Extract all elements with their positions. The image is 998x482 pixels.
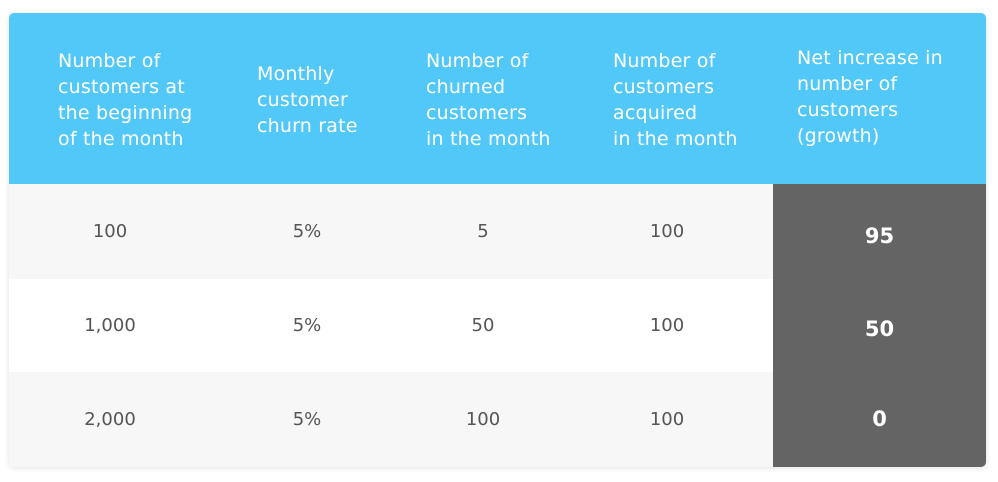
- cell-net-increase: 0: [872, 406, 887, 431]
- cell-start-customers: 2,000: [84, 409, 136, 430]
- header-net-increase: Net increase in number of customers (gro…: [797, 47, 943, 147]
- churn-table: Number of customers at the beginning of …: [9, 13, 986, 467]
- net-increase-column: 95 50 0: [773, 184, 986, 467]
- cell-churned: 5: [477, 221, 489, 242]
- table-header: Number of customers at the beginning of …: [9, 13, 986, 184]
- cell-churned: 100: [465, 409, 501, 430]
- cell-churned: 50: [471, 315, 495, 336]
- cell-net-increase: 95: [864, 224, 895, 248]
- header-start-customers: Number of customers at the beginning of …: [58, 50, 193, 150]
- cell-start-customers: 100: [92, 221, 128, 242]
- header-churn-rate: Monthly customer churn rate: [257, 63, 358, 137]
- table-row: 100 5% 5 100: [9, 184, 773, 279]
- table-row: 2,000 5% 100 100: [9, 372, 773, 467]
- cell-start-customers: 1,000: [84, 315, 136, 336]
- table-row: 1,000 5% 50 100: [9, 279, 773, 372]
- cell-acquired: 100: [649, 221, 685, 242]
- cell-acquired: 100: [649, 409, 685, 430]
- cell-churn-rate: 5%: [292, 221, 322, 242]
- header-churned: Number of churned customers in the month: [426, 50, 551, 150]
- cell-acquired: 100: [649, 315, 685, 336]
- cell-churn-rate: 5%: [292, 409, 322, 430]
- cell-net-increase: 50: [864, 317, 895, 341]
- header-acquired: Number of customers acquired in the mont…: [613, 50, 738, 150]
- cell-churn-rate: 5%: [292, 315, 322, 336]
